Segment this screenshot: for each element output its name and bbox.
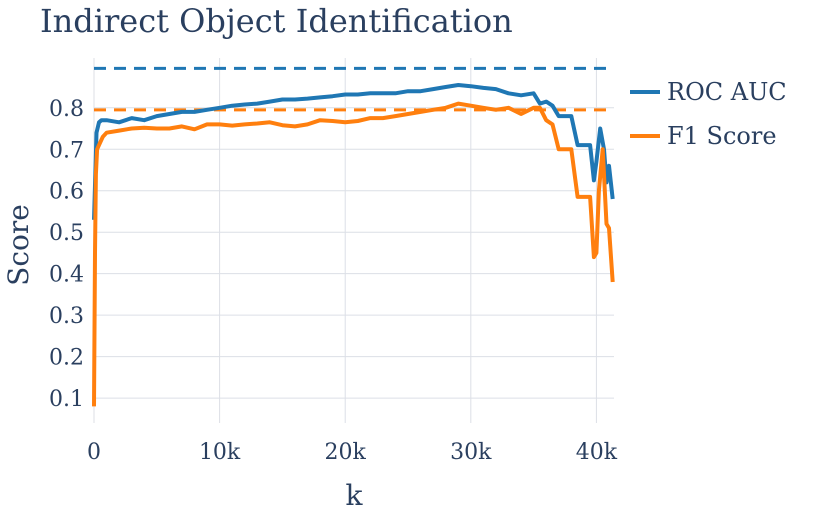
y-tick-label: 0.1 <box>49 387 84 412</box>
y-tick-label: 0.2 <box>49 346 84 371</box>
series-line <box>92 101 615 407</box>
x-axis-ticks: 0 10k 20k 30k 40k <box>87 440 618 465</box>
series-lines <box>92 83 615 407</box>
series-line <box>92 83 615 220</box>
y-tick-label: 0.5 <box>49 221 84 246</box>
y-tick-label: 0.6 <box>49 180 84 205</box>
x-tick-label: 40k <box>576 440 618 465</box>
chart-title: Indirect Object Identification <box>40 2 513 40</box>
y-tick-label: 0.8 <box>49 97 84 122</box>
y-tick-label: 0.7 <box>49 138 84 163</box>
y-axis-label: Score <box>2 204 35 286</box>
reference-lines <box>94 66 614 112</box>
legend: ROC AUC F1 Score <box>630 78 787 150</box>
x-axis-label: k <box>346 479 364 512</box>
x-tick-label: 10k <box>199 440 241 465</box>
y-tick-label: 0.3 <box>49 304 84 329</box>
legend-label: ROC AUC <box>667 78 787 106</box>
legend-label: F1 Score <box>667 122 777 150</box>
x-tick-label: 30k <box>450 440 492 465</box>
y-axis-ticks: 0.1 0.2 0.3 0.4 0.5 0.6 0.7 0.8 <box>49 97 84 412</box>
x-tick-label: 0 <box>87 440 101 465</box>
x-tick-label: 20k <box>325 440 367 465</box>
y-tick-label: 0.4 <box>49 263 84 288</box>
